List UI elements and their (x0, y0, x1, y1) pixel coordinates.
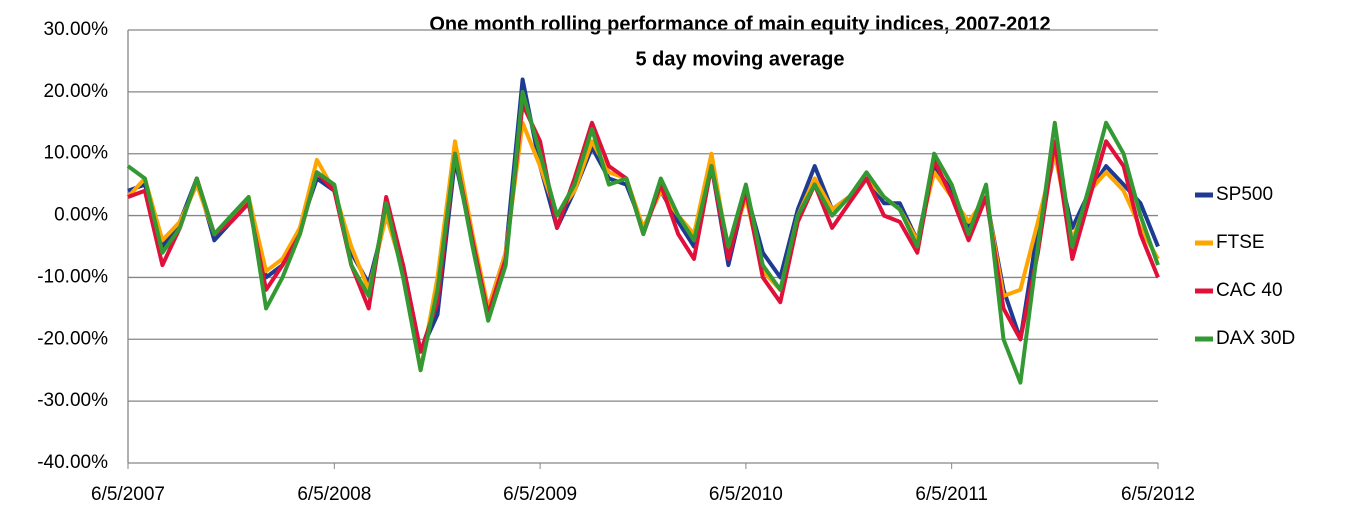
legend-label: SP500 (1216, 184, 1273, 205)
x-tick-label: 6/5/2010 (709, 484, 783, 505)
x-tick-label: 6/5/2007 (91, 484, 165, 505)
chart-title: One month rolling performance of main eq… (429, 13, 1050, 35)
y-tick-label: 0.00% (54, 205, 108, 226)
legend-label: FTSE (1216, 232, 1265, 253)
legend-label: DAX 30D (1216, 328, 1295, 349)
y-tick-label: -10.00% (37, 266, 108, 287)
x-tick-label: 6/5/2008 (297, 484, 371, 505)
y-tick-label: 10.00% (44, 143, 109, 164)
legend-label: CAC 40 (1216, 280, 1283, 301)
y-tick-label: -20.00% (37, 328, 108, 349)
x-tick-label: 6/5/2011 (915, 484, 988, 505)
y-tick-label: -40.00% (37, 452, 108, 473)
chart-subtitle: 5 day moving average (636, 48, 845, 70)
series-line (126, 89, 1160, 385)
y-tick-label: 30.00% (44, 19, 109, 40)
x-tick-label: 6/5/2009 (503, 484, 577, 505)
y-tick-label: 20.00% (44, 81, 109, 102)
x-tick-label: 6/5/2012 (1121, 484, 1195, 505)
y-tick-label: -30.00% (37, 390, 108, 411)
